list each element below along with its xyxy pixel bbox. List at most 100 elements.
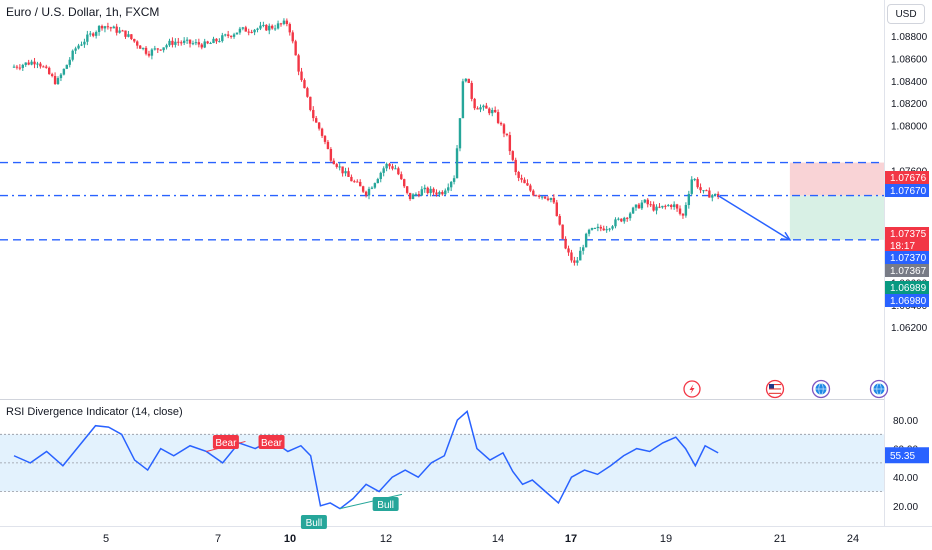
svg-text:1.06989: 1.06989 [890,283,927,294]
candle [226,30,230,39]
candle [590,227,594,231]
candle [614,217,617,229]
resistance-price-label: 1.07670 [885,184,929,197]
candle [599,224,602,232]
candle [555,199,558,217]
take-profit-zone[interactable] [789,195,884,240]
candle [564,236,567,250]
us-flag-icon[interactable] [765,379,785,399]
time-tick-label: 17 [565,533,577,545]
candle [303,78,306,89]
candle [153,45,157,51]
candle [376,177,380,184]
bear-label: Bear [258,435,285,449]
candle [640,200,644,211]
position-tool[interactable] [789,162,884,240]
stop-loss-zone[interactable] [789,162,884,196]
candle [312,106,315,122]
forecast-arrow[interactable] [717,194,792,241]
candle [147,50,151,58]
candle [438,190,441,197]
candle [414,192,418,197]
candle [350,174,353,182]
candle [215,38,218,44]
candle [499,121,503,126]
candle [359,179,362,187]
candle [449,180,453,192]
candle [171,37,174,48]
candle [133,38,136,43]
candle [681,213,685,219]
globe-icon[interactable] [869,379,889,399]
price-tick-label: 1.08200 [891,99,928,110]
svg-text:55.35: 55.35 [890,451,915,462]
time-tick-label: 24 [847,533,859,545]
time-tick-label: 19 [660,533,672,545]
svg-text:1.07670: 1.07670 [890,186,927,197]
candle [361,185,365,193]
candle [643,199,647,204]
candle [21,63,25,71]
candle [593,227,597,230]
bull-divergence-line [339,493,403,510]
candle [549,197,553,203]
svg-text:1.07367: 1.07367 [890,266,927,277]
globe-icon[interactable] [811,379,831,399]
arrow-head [780,231,792,241]
candle [535,194,538,197]
time-tick-label: 14 [492,533,504,545]
candle [441,190,444,196]
candle [520,174,523,183]
candle [68,57,71,68]
candle [62,68,66,76]
candle [315,115,318,123]
candle [206,40,209,45]
candle [165,43,168,50]
grid-lines [0,0,932,527]
arrow-line[interactable] [717,194,791,241]
candle [244,25,247,32]
candle [221,32,224,43]
candle [391,163,394,171]
candle [138,44,142,49]
candle [309,96,312,112]
candle [118,27,121,34]
candle [74,46,77,54]
candle [523,177,526,184]
candle [464,78,468,83]
candle [291,30,294,44]
rsi-plot: Bear Bear Bull Bull [0,410,884,529]
candle [100,24,104,31]
horizontal-lines[interactable] [0,161,884,241]
candle [623,216,626,224]
candle [488,107,491,116]
lightning-icon[interactable] [683,380,701,398]
candle [24,62,27,67]
candle [224,33,227,37]
candle [103,25,107,33]
candle [537,194,541,199]
candle [42,65,45,68]
candle [546,196,550,202]
candle [344,167,347,177]
candle [279,22,283,27]
bull-label: Bull [372,497,399,511]
candle [282,18,286,26]
candle [505,133,509,137]
rsi-line [13,410,719,510]
currency-button[interactable]: USD [887,4,925,24]
time-axis[interactable]: 5 7 10 12 14 17 19 21 24 [103,533,859,545]
candle [356,179,359,183]
candle [432,187,435,196]
candle [238,26,242,35]
candle [53,72,57,85]
event-icons[interactable] [683,379,889,399]
candle [288,22,291,36]
candle [702,190,705,194]
candle [634,204,638,211]
candle [672,201,676,210]
candle [420,186,424,196]
candle [693,178,696,182]
